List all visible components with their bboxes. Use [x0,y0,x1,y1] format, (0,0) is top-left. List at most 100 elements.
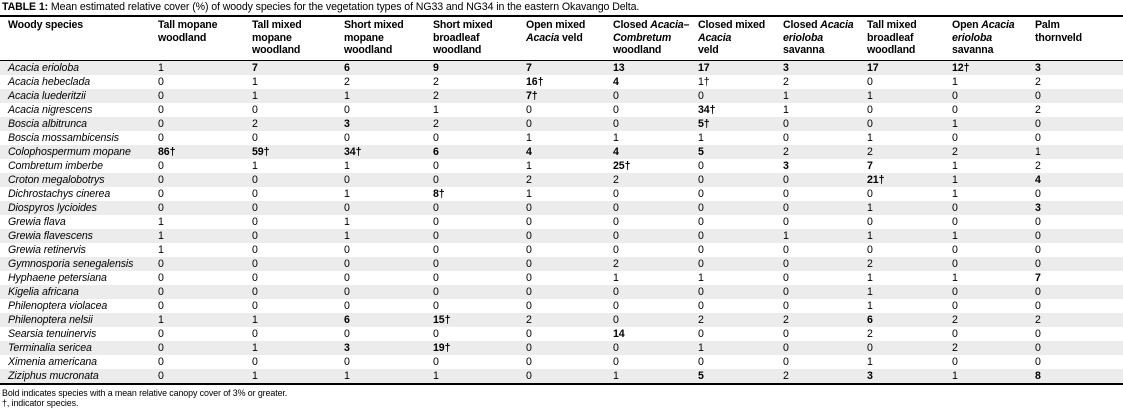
cover-value: 0 [158,75,164,88]
column-header: Closed Acacia– Combretum woodland [613,14,698,61]
cover-value: 6 [344,313,350,326]
cover-value: 0 [783,271,789,284]
species-name: Croton megalobotrys [8,173,105,186]
table-caption: TABLE 1: Mean estimated relative cover (… [0,0,1123,14]
species-name: Diospyros lycioides [8,201,97,214]
species-name: Boscia albitrunca [8,117,87,130]
cover-value: 1 [344,229,350,242]
cover-value: 0 [613,187,619,200]
cover-value: 5 [698,145,704,158]
cover-value: 0 [158,173,164,186]
cover-value: 0 [783,117,789,130]
column-header: Closed Acacia erioloba savanna [783,14,867,61]
cover-value: 0 [613,103,619,116]
cover-value: 0 [158,299,164,312]
species-name: Gymnosporia senegalensis [8,257,134,270]
species-name: Acacia hebeclada [8,75,91,88]
cover-value: 0 [158,201,164,214]
column-header-row: Woody species Tall mopane woodland Tall mi… [0,14,1123,61]
cover-value: 1 [783,103,789,116]
column-header: Tall mixed mopane woodland [252,14,344,61]
table-row: Acacia hebeclada 0 1 2 2 16† 4 1† 2 0 1 2 [0,75,1123,89]
cover-value: 0 [698,229,704,242]
species-name: Acacia nigrescens [8,103,93,116]
cover-value: 13 [613,61,625,74]
cover-value: 1 [867,299,873,312]
cover-value: 0 [1035,229,1041,242]
cover-value: 2 [783,75,789,88]
cover-value: 0 [344,355,350,368]
column-header: Tall mixed broadleaf woodland [867,14,952,61]
cover-value: 0 [526,229,532,242]
cover-value: 2 [952,313,958,326]
cover-value: 1 [698,131,704,144]
cover-value: 0 [952,243,958,256]
cover-value: 1 [1035,145,1041,158]
cover-value: 7 [252,61,258,74]
cover-value: 0 [433,159,439,172]
cover-value: 4 [613,145,619,158]
cover-value: 0 [158,368,252,385]
cover-value: 1 [613,271,619,284]
cover-value: 0 [526,215,532,228]
column-header: Open mixed Acacia veld [526,14,613,61]
cover-value: 0 [433,229,439,242]
cover-value: 0 [158,355,164,368]
cover-value: 0 [613,285,619,298]
cover-value: 0 [158,341,164,354]
cover-value: 0 [526,341,532,354]
cover-value: 0 [526,327,532,340]
table-row: Hyphaene petersiana 0 0 0 0 0 1 1 0 1 1 7 [0,271,1123,285]
cover-value: 1 [344,215,350,228]
cover-value: 0 [783,215,789,228]
cover-value: 0 [613,215,619,228]
cover-value: 0 [698,173,704,186]
cover-value: 25† [613,159,631,172]
cover-value: 1 [867,229,873,242]
cover-value: 0 [1035,117,1041,130]
species-name: Ximenia americana [8,355,97,368]
cover-value: 0 [344,257,350,270]
cover-value: 0 [783,355,789,368]
cover-value: 1 [526,131,532,144]
cover-value: 0 [158,285,164,298]
cover-value: 1 [252,159,258,172]
cover-value: 0 [952,103,958,116]
cover-value: 1 [952,75,958,88]
table-row: Ximenia americana 0 0 0 0 0 0 0 0 1 0 0 [0,355,1123,369]
cover-value: 1 [867,355,873,368]
cover-value: 0 [433,327,439,340]
cover-value: 2 [783,368,867,385]
cover-value: 0 [783,341,789,354]
table-row: Grewia retinervis 1 0 0 0 0 0 0 0 0 0 0 [0,243,1123,257]
cover-value: 0 [698,215,704,228]
cover-value: 0 [613,355,619,368]
cover-value: 2 [698,313,704,326]
cover-value: 3 [867,368,952,385]
cover-value: 0 [952,89,958,102]
cover-value: 1 [344,368,433,385]
cover-value: 1 [344,159,350,172]
cover-value: 0 [698,299,704,312]
cover-value: 0 [783,243,789,256]
cover-value: 34† [344,145,362,158]
cover-value: 1 [344,89,350,102]
cover-value: 0 [783,173,789,186]
cover-value: 2 [433,89,439,102]
cover-value: 2 [252,117,258,130]
cover-value: 0 [698,201,704,214]
footnote-dagger: †, indicator species. [2,398,79,409]
cover-value: 0 [783,257,789,270]
cover-value: 0 [613,299,619,312]
cover-value: 0 [344,131,350,144]
cover-value: 0 [433,285,439,298]
cover-value: 12† [952,61,970,74]
cover-value: 1 [158,313,164,326]
cover-value: 2 [613,257,619,270]
cover-value: 1 [952,159,958,172]
species-name: Grewia flava [8,215,66,228]
table-header: Woody species Tall mopane woodland Tall mi… [0,14,1123,61]
cover-value: 2 [952,145,958,158]
cover-value: 0 [158,159,164,172]
footnote-bold: Bold indicates species with a mean relat… [2,387,288,398]
